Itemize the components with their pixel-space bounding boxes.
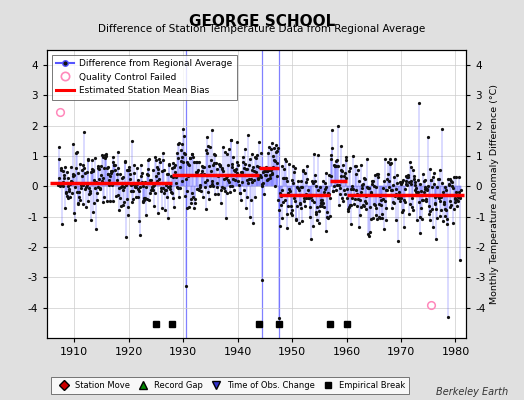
Text: GEORGE SCHOOL: GEORGE SCHOOL bbox=[189, 14, 335, 29]
Legend: Station Move, Record Gap, Time of Obs. Change, Empirical Break: Station Move, Record Gap, Time of Obs. C… bbox=[51, 376, 409, 394]
Y-axis label: Monthly Temperature Anomaly Difference (°C): Monthly Temperature Anomaly Difference (… bbox=[490, 84, 499, 304]
Legend: Difference from Regional Average, Quality Control Failed, Estimated Station Mean: Difference from Regional Average, Qualit… bbox=[52, 54, 236, 100]
Text: Difference of Station Temperature Data from Regional Average: Difference of Station Temperature Data f… bbox=[99, 24, 425, 34]
Text: Berkeley Earth: Berkeley Earth bbox=[436, 387, 508, 397]
